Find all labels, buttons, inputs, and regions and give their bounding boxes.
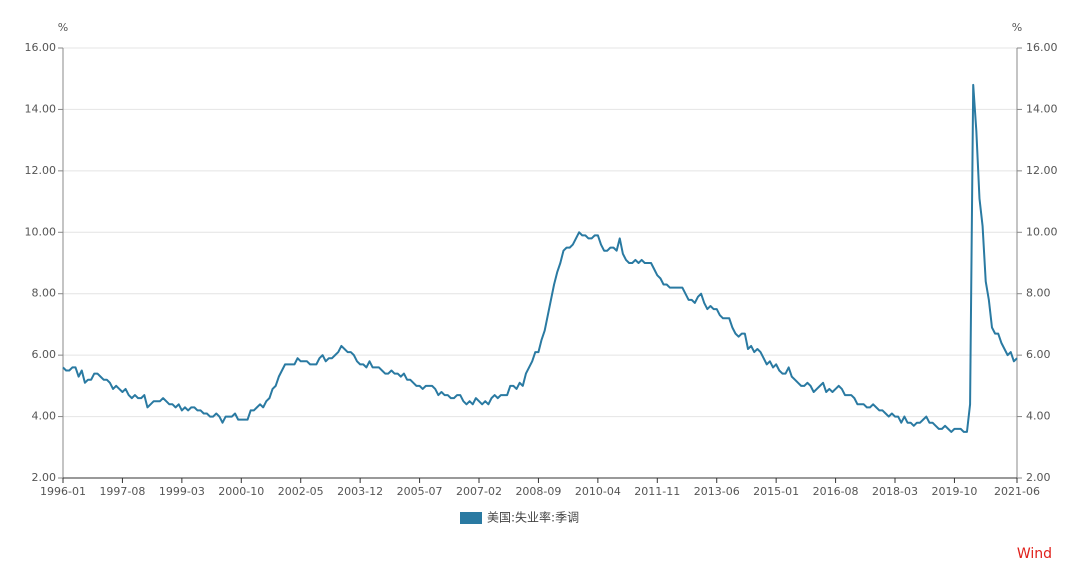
y-tick-label: 12.00 <box>25 164 57 177</box>
source: Wind <box>1017 546 1052 562</box>
y-tick-label: 8.00 <box>32 287 57 300</box>
y-tick-label: 10.00 <box>25 225 57 238</box>
x-tick-label: 2000-10 <box>218 485 264 498</box>
x-tick-label: 2010-04 <box>575 485 621 498</box>
x-tick-label: 2016-08 <box>813 485 859 498</box>
y2-tick-label: 2.00 <box>1026 471 1051 484</box>
legend-label: 美国:失业率:季调 <box>487 510 579 525</box>
y-tick-label: 6.00 <box>32 348 57 361</box>
x-tick-label: 1996-01 <box>40 485 86 498</box>
x-tick-label: 2002-05 <box>278 485 324 498</box>
y2-tick-label: 4.00 <box>1026 410 1051 423</box>
y2-tick-label: 16.00 <box>1026 41 1058 54</box>
y2-tick-label: 8.00 <box>1026 287 1051 300</box>
line <box>62 83 1018 433</box>
x-tick-label: 2019-10 <box>931 485 977 498</box>
x-tick-label: 2013-06 <box>694 485 740 498</box>
y-tick-label: 2.00 <box>32 471 57 484</box>
x-tick-label: 2003-12 <box>337 485 383 498</box>
y2-tick-label: 10.00 <box>1026 225 1058 238</box>
x-tick-label: 2011-11 <box>634 485 680 498</box>
y2-unit: % <box>1012 21 1022 34</box>
legend-swatch <box>460 512 482 524</box>
y2-tick-label: 14.00 <box>1026 102 1058 115</box>
y2-tick-label: 6.00 <box>1026 348 1051 361</box>
y-tick-label: 16.00 <box>25 41 57 54</box>
y-unit: % <box>58 21 68 34</box>
x-tick-label: 2005-07 <box>397 485 443 498</box>
x-tick-label: 1999-03 <box>159 485 205 498</box>
x-tick-label: 2021-06 <box>994 485 1040 498</box>
y2-tick-label: 12.00 <box>1026 164 1058 177</box>
x-tick-label: 1997-08 <box>99 485 145 498</box>
x-tick-label: 2008-09 <box>515 485 561 498</box>
y-tick-label: 4.00 <box>32 410 57 423</box>
y-tick-label: 14.00 <box>25 102 57 115</box>
x-tick-label: 2007-02 <box>456 485 502 498</box>
x-tick-label: 2015-01 <box>753 485 799 498</box>
x-tick-label: 2018-03 <box>872 485 918 498</box>
